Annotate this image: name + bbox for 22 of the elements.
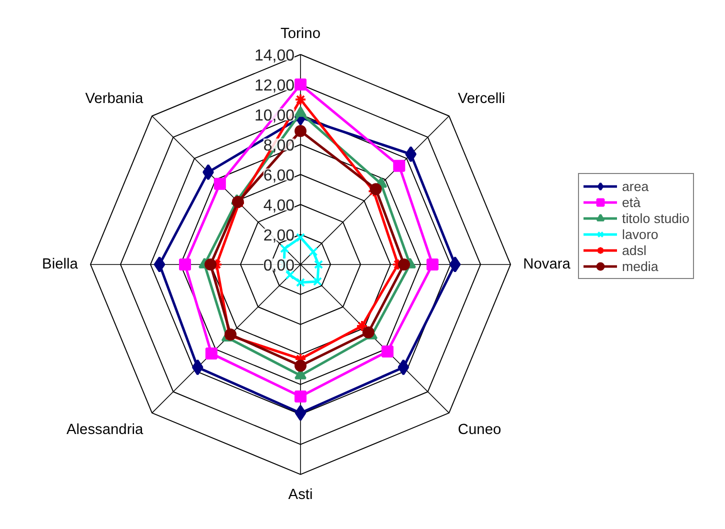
spoke-label: Alessandria bbox=[66, 422, 144, 438]
legend-label: media bbox=[622, 258, 658, 274]
y-tick-label: 8,00 bbox=[263, 137, 295, 154]
y-tick-label: 4,00 bbox=[263, 197, 295, 214]
y-tick-label: 2,00 bbox=[263, 227, 295, 244]
y-tick-label: 10,00 bbox=[254, 107, 295, 124]
y-tick-label: 14,00 bbox=[254, 47, 295, 64]
legend-label: età bbox=[622, 194, 642, 210]
spoke-label: Vercelli bbox=[458, 91, 506, 108]
legend-label: adsl bbox=[622, 242, 646, 258]
legend-label: area bbox=[622, 178, 649, 194]
spoke-label: Novara bbox=[523, 256, 572, 272]
spoke-label: Verbania bbox=[85, 91, 144, 108]
spoke-label: Biella bbox=[42, 256, 79, 272]
y-tick-label: 12,00 bbox=[254, 77, 295, 94]
spoke-label: Cuneo bbox=[458, 422, 502, 438]
legend-label: titolo studio bbox=[622, 210, 690, 226]
spoke-label: Asti bbox=[288, 487, 313, 504]
spoke-label: Torino bbox=[280, 26, 320, 42]
legend-label: lavoro bbox=[622, 226, 658, 242]
y-tick-label: 6,00 bbox=[263, 167, 295, 184]
y-tick-label: 0,00 bbox=[263, 257, 295, 274]
